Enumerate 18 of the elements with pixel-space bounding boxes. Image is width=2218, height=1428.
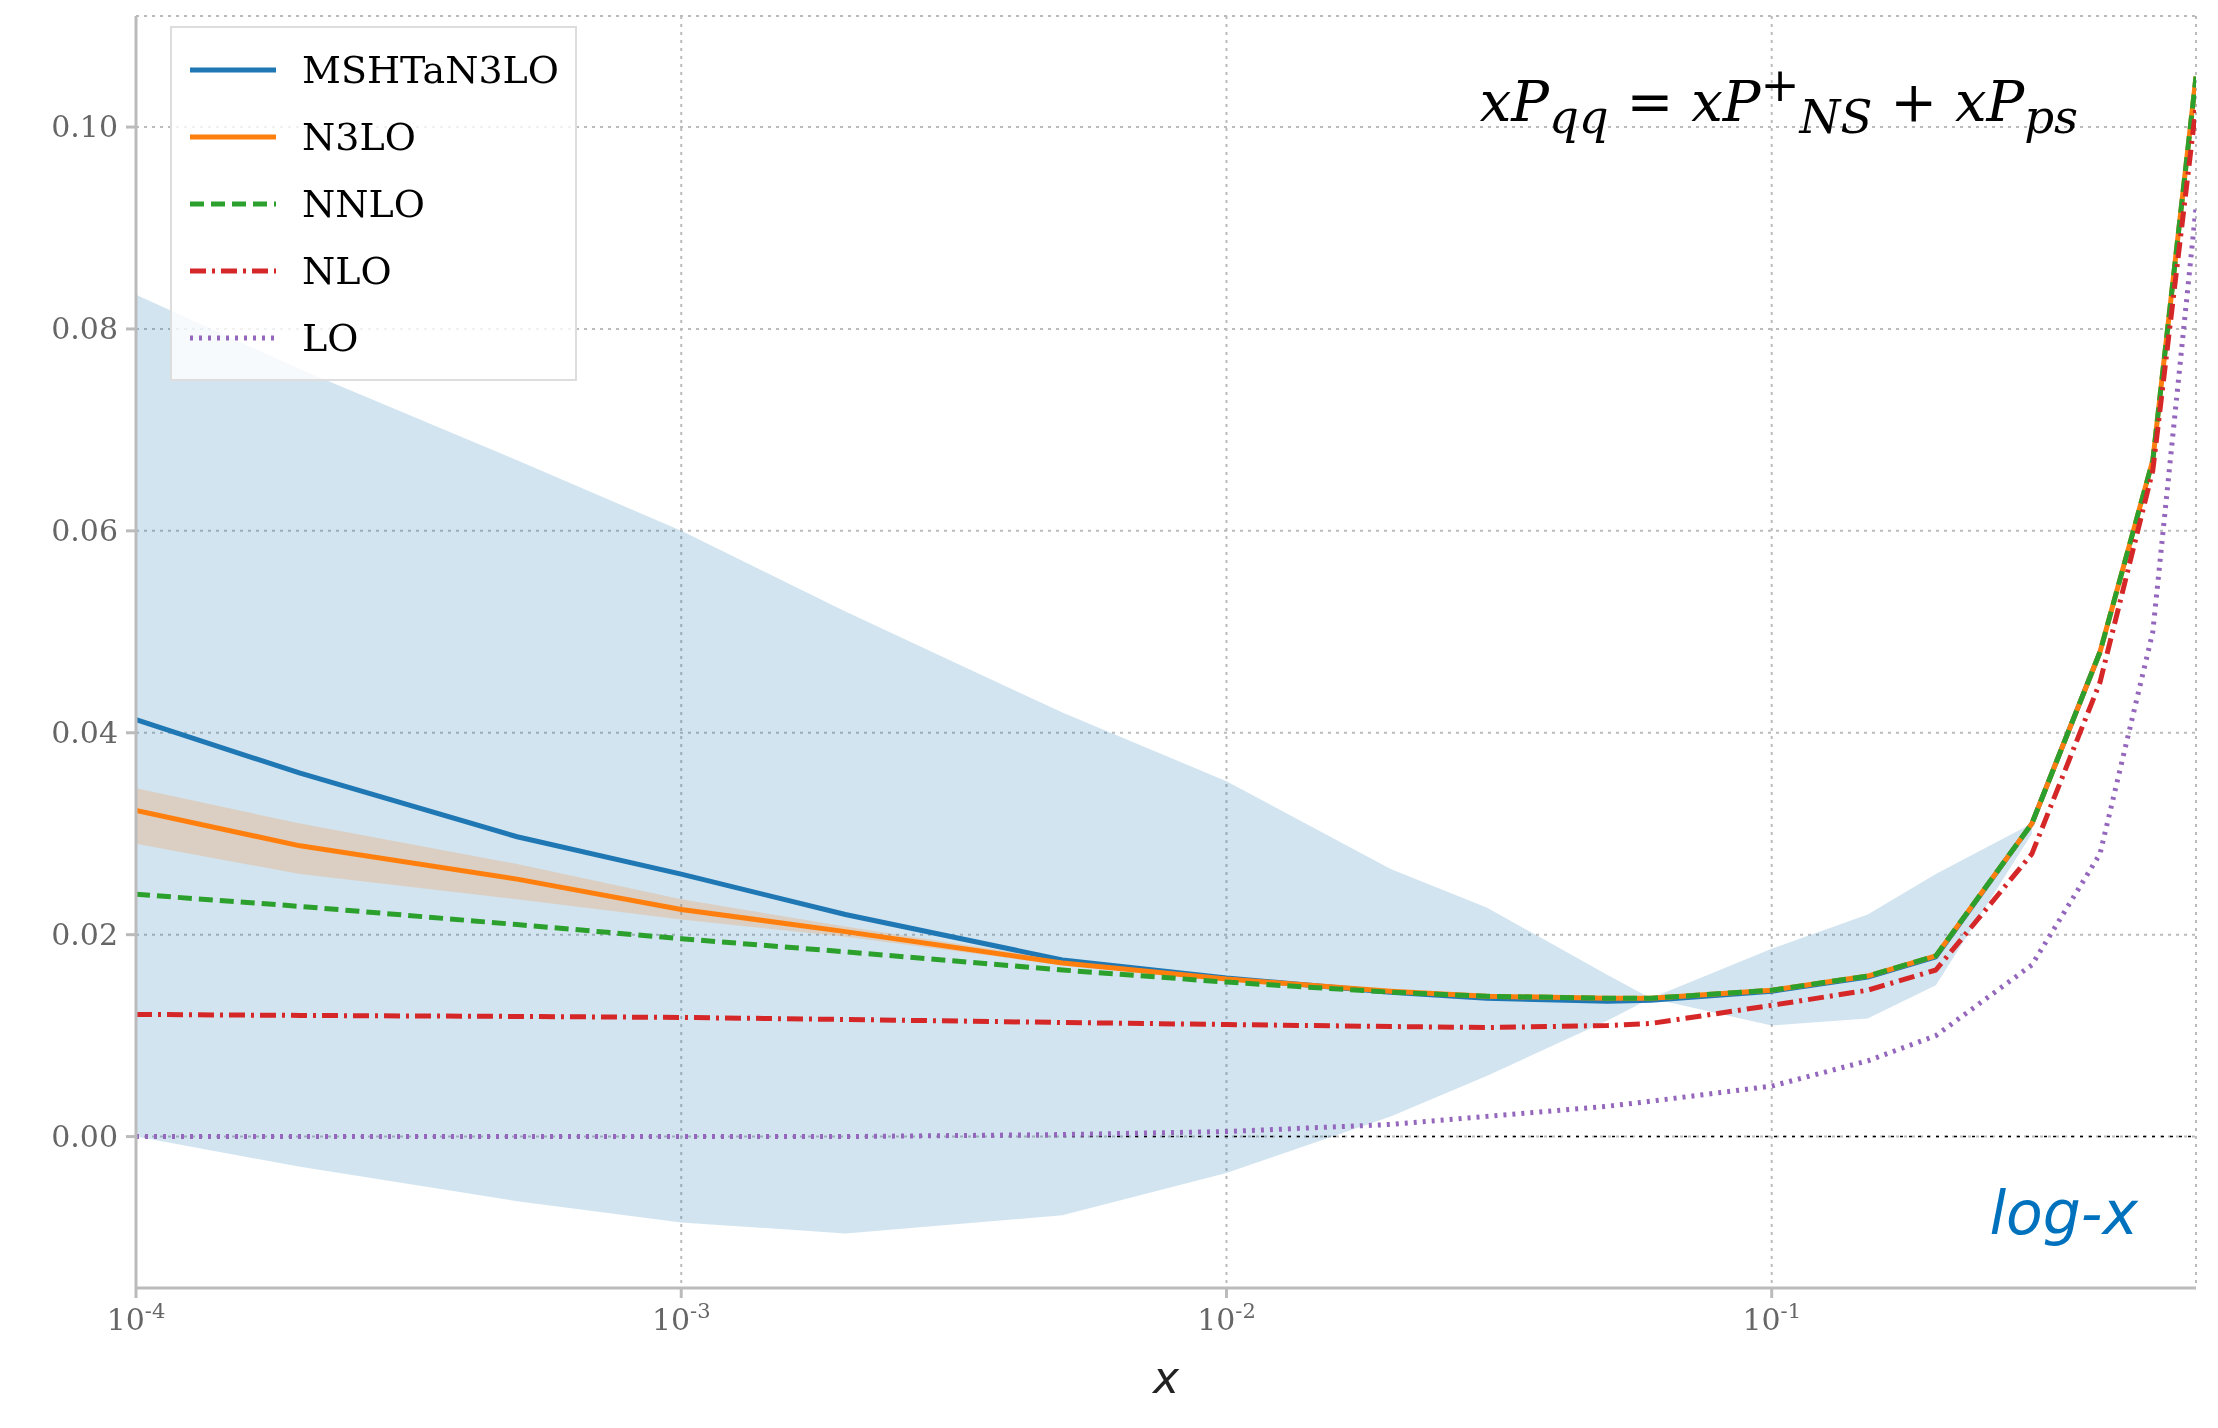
x-tick-label: 10$^{-1}$ [1742, 1299, 1802, 1337]
x-tick-label: 10$^{-2}$ [1197, 1299, 1256, 1337]
y-tick-label: 0.04 [51, 714, 118, 750]
x-axis-title: x [1150, 1352, 1180, 1403]
y-tick-label: 0.02 [51, 916, 118, 952]
annotation: log-x [1989, 1178, 2138, 1248]
legend-label: LO [302, 315, 359, 360]
legend-label: NLO [302, 248, 392, 293]
x-tick-label: 10$^{-3}$ [651, 1299, 711, 1337]
y-tick-label: 0.10 [51, 109, 118, 145]
y-tick-label: 0.06 [51, 512, 118, 548]
legend-label: MSHTaN3LO [302, 47, 559, 92]
legend-label: N3LO [302, 114, 416, 159]
y-tick-label: 0.08 [51, 310, 118, 346]
x-tick-label: 10$^{-4}$ [106, 1299, 166, 1337]
annotation: xP$_{qq}$ = xP$^{+}$$_{NS}$ + xP$_{ps}$ [1479, 58, 2078, 144]
legend-label: NNLO [302, 181, 425, 226]
y-tick-label: 0.00 [51, 1118, 118, 1154]
